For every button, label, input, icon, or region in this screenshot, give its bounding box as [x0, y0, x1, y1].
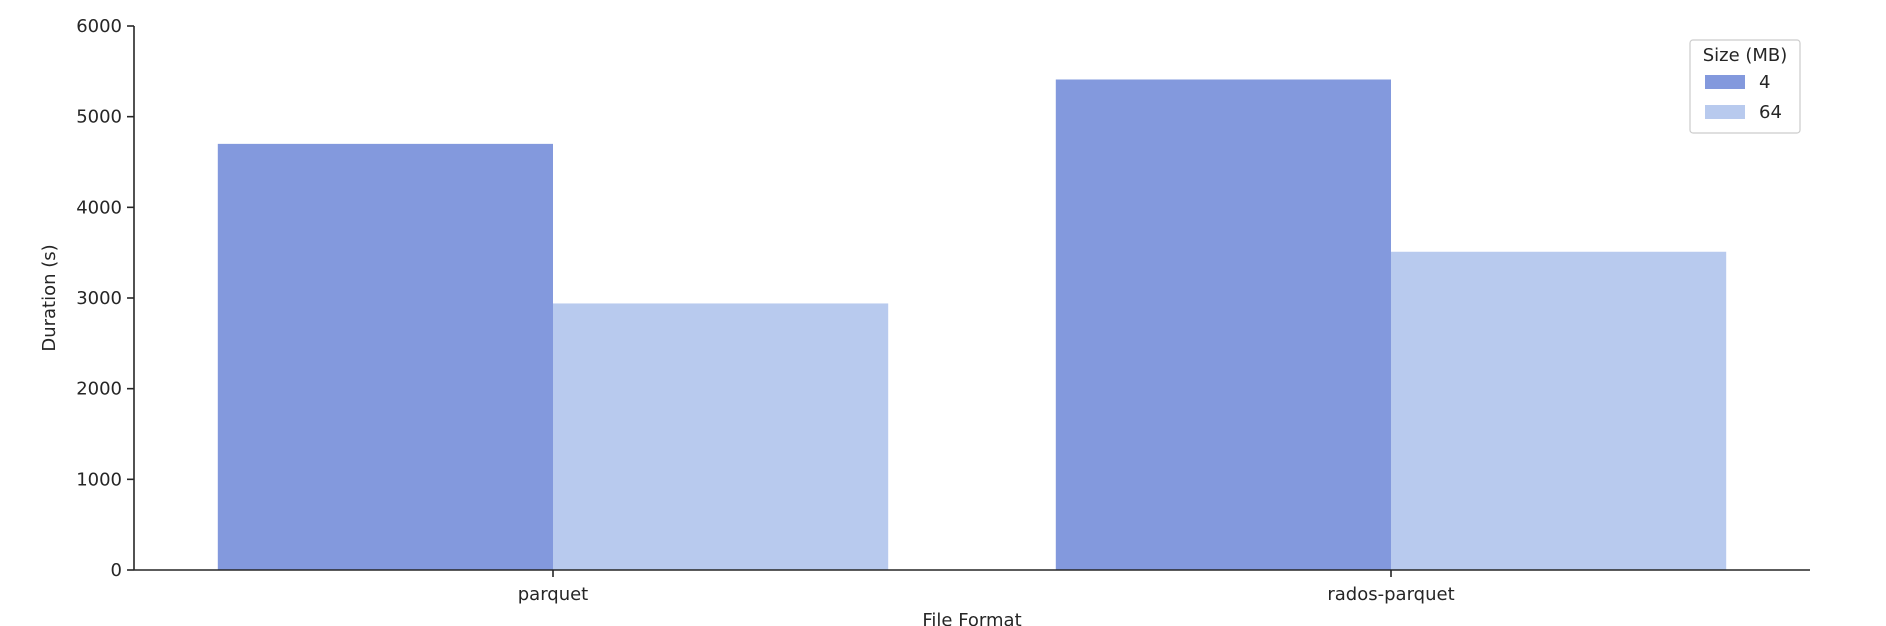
bar-parquet-size-64 [553, 303, 889, 570]
bar-parquet-size-4 [217, 143, 554, 570]
y-tick-label: 4000 [76, 197, 122, 218]
y-ticks-layer: 0 1000 2000 3000 4000 5000 6000 [76, 16, 134, 581]
y-axis-title: Duration (s) [39, 244, 60, 351]
y-tick-label: 6000 [76, 16, 122, 37]
legend-swatch [1705, 105, 1745, 119]
y-tick-label: 0 [111, 560, 122, 581]
x-tick-label: parquet [518, 584, 589, 605]
bar-rados-parquet-size-4 [1055, 79, 1391, 570]
y-tick-label: 5000 [76, 107, 122, 128]
legend-items: 464 [1705, 72, 1782, 123]
legend: Size (MB) 464 [1689, 39, 1801, 134]
y-tick-label: 2000 [76, 379, 122, 400]
x-axis-title: File Format [922, 610, 1021, 626]
x-ticks-layer: parquet rados-parquet [518, 570, 1455, 605]
y-tick-label: 1000 [76, 469, 122, 490]
legend-title: Size (MB) [1703, 45, 1788, 66]
x-tick-label: rados-parquet [1327, 584, 1454, 605]
bar-rados-parquet-size-64 [1391, 251, 1727, 570]
y-tick-label: 3000 [76, 288, 122, 309]
legend-label: 4 [1759, 72, 1770, 93]
bars-layer [217, 79, 1727, 570]
legend-label: 64 [1759, 102, 1782, 123]
legend-swatch [1705, 75, 1745, 89]
